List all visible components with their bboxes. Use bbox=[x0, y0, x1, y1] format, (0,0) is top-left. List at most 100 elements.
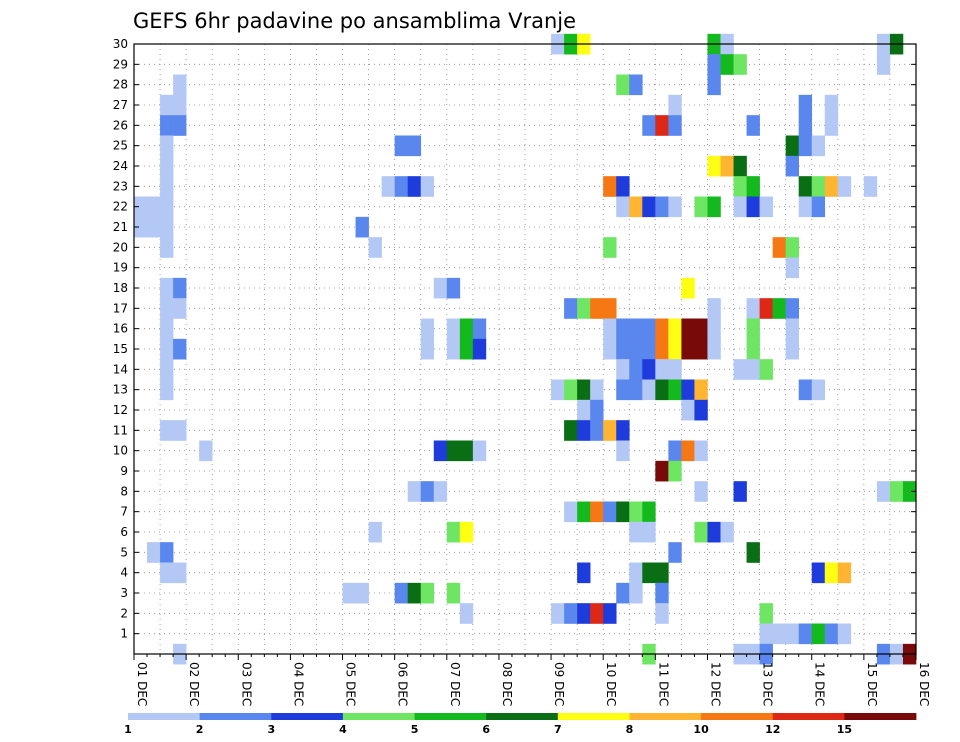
y-tick-label: 27 bbox=[113, 98, 128, 112]
precip-cell bbox=[668, 196, 682, 218]
precip-cell bbox=[707, 155, 721, 177]
precip-cell bbox=[173, 338, 187, 360]
legend-label: 6 bbox=[482, 723, 490, 736]
precip-cell bbox=[681, 277, 695, 299]
legend-label: 1 bbox=[124, 723, 132, 736]
precip-cell bbox=[160, 359, 174, 380]
precip-cell bbox=[420, 481, 435, 502]
precip-cell bbox=[459, 603, 474, 624]
precip-cell bbox=[681, 440, 695, 462]
precip-cell bbox=[629, 318, 643, 340]
precip-cell bbox=[603, 420, 617, 441]
legend-label: 4 bbox=[339, 723, 347, 736]
precip-cell bbox=[629, 379, 643, 401]
precip-cell bbox=[759, 196, 773, 218]
y-tick-label: 26 bbox=[113, 118, 128, 132]
precip-cell bbox=[616, 359, 630, 380]
precip-cell bbox=[160, 338, 174, 360]
precip-cell bbox=[720, 521, 734, 543]
precip-cell bbox=[472, 338, 487, 360]
precip-cell bbox=[759, 359, 773, 380]
precip-cell bbox=[785, 338, 799, 360]
precip-cell bbox=[564, 298, 578, 319]
color-legend: 1 2 3 4 5 6 7 8 10 12 15 bbox=[124, 713, 917, 736]
precip-cell bbox=[811, 135, 826, 157]
precip-cell bbox=[407, 176, 422, 197]
precip-cell bbox=[616, 420, 630, 441]
precip-cell bbox=[603, 338, 617, 360]
precip-cell bbox=[876, 54, 891, 75]
chart-title: GEFS 6hr padavine po ansamblima Vranje bbox=[133, 9, 576, 33]
precip-cell bbox=[551, 379, 565, 401]
x-tick-label: 13 DEC bbox=[761, 662, 775, 706]
legend-swatch bbox=[701, 713, 774, 720]
precip-cell bbox=[420, 582, 435, 604]
precip-cell bbox=[785, 298, 799, 319]
precip-cell bbox=[668, 318, 682, 340]
precip-cell bbox=[173, 420, 187, 441]
precip-cell bbox=[720, 155, 734, 177]
precip-cell bbox=[746, 298, 760, 319]
precip-cell bbox=[420, 318, 435, 340]
precip-cell bbox=[420, 338, 435, 360]
y-tick-label: 14 bbox=[113, 362, 128, 376]
precip-cell bbox=[160, 379, 174, 401]
y-tick-label: 7 bbox=[120, 505, 128, 519]
precip-cell bbox=[642, 521, 656, 543]
precip-cell bbox=[642, 501, 656, 523]
precip-cell bbox=[733, 54, 747, 75]
precip-cell bbox=[681, 379, 695, 401]
y-tick-label: 28 bbox=[113, 78, 128, 92]
precip-cell bbox=[577, 501, 591, 523]
precip-cell bbox=[863, 176, 878, 197]
precip-cell bbox=[616, 74, 630, 96]
precip-cell bbox=[616, 176, 630, 197]
precip-cell bbox=[707, 298, 721, 319]
y-tick-label: 8 bbox=[120, 484, 128, 498]
x-tick-label: 10 DEC bbox=[604, 662, 618, 706]
precip-cell bbox=[681, 399, 695, 421]
precip-cell bbox=[746, 115, 760, 136]
precip-cell bbox=[824, 623, 839, 645]
precip-cell bbox=[733, 176, 747, 197]
precip-cell bbox=[655, 338, 669, 360]
precip-cell bbox=[668, 359, 682, 380]
precip-cell bbox=[707, 74, 721, 96]
precip-cell bbox=[759, 623, 773, 645]
precip-cell bbox=[707, 54, 721, 75]
precip-cell bbox=[147, 196, 161, 218]
precip-cell bbox=[603, 237, 617, 258]
precip-cell bbox=[577, 603, 591, 624]
precip-cell bbox=[342, 582, 356, 604]
precip-cell bbox=[394, 582, 408, 604]
precip-cell bbox=[707, 196, 721, 218]
precip-cell bbox=[173, 74, 187, 96]
precip-cell bbox=[681, 338, 695, 360]
precip-cell bbox=[173, 115, 187, 136]
legend-swatch bbox=[271, 713, 344, 720]
precip-cell bbox=[433, 277, 448, 299]
y-tick-label: 21 bbox=[113, 220, 128, 234]
legend-swatch bbox=[342, 713, 415, 720]
x-tick-label: 08 DEC bbox=[500, 662, 514, 706]
precip-cell bbox=[160, 420, 174, 441]
precip-cell bbox=[407, 481, 422, 502]
precip-cell bbox=[472, 318, 487, 340]
precip-cell bbox=[642, 379, 656, 401]
y-tick-label: 6 bbox=[120, 525, 128, 539]
precip-cell bbox=[160, 318, 174, 340]
precip-cell bbox=[355, 582, 369, 604]
precip-cell bbox=[160, 542, 174, 563]
precip-cell bbox=[798, 379, 813, 401]
precip-cell bbox=[668, 338, 682, 360]
precip-cell bbox=[668, 460, 682, 482]
precip-cell bbox=[902, 481, 917, 502]
precip-cell bbox=[446, 440, 461, 462]
x-tick-label: 04 DEC bbox=[291, 662, 305, 706]
precip-cell bbox=[564, 379, 578, 401]
legend-label: 5 bbox=[411, 723, 419, 736]
precip-cell bbox=[655, 603, 669, 624]
precip-cell bbox=[798, 135, 813, 157]
y-tick-label: 16 bbox=[113, 322, 128, 336]
y-tick-label: 22 bbox=[113, 200, 128, 214]
